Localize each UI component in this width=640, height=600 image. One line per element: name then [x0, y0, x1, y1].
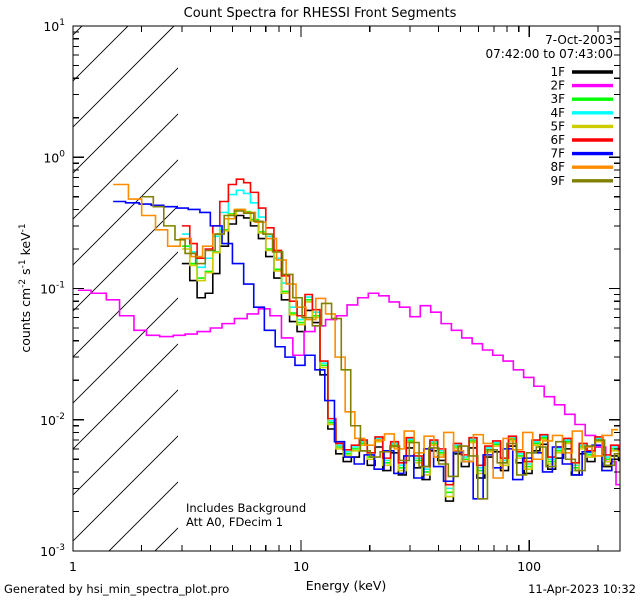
- x-axis-label: Energy (keV): [306, 578, 387, 593]
- x-tick-label: 100: [517, 559, 541, 574]
- y-tick-label: 10-1: [40, 281, 65, 297]
- y-tick-label: 10-3: [40, 543, 65, 559]
- excluded-region-hatching: [73, 26, 178, 551]
- series-line-4f: [181, 189, 620, 490]
- x-tick-label: 10: [293, 559, 309, 574]
- spectra-series-group: [77, 178, 620, 502]
- hatch-stripe: [73, 251, 178, 358]
- hatch-stripe: [73, 435, 178, 542]
- ylabel-part-5: -1: [18, 223, 28, 232]
- y-axis-label-text: counts cm-2 s-1 keV-1: [18, 223, 33, 352]
- hatch-stripe: [73, 67, 178, 174]
- axis-ticks: [72, 25, 620, 552]
- ylabel-part-2: s: [18, 268, 33, 279]
- series-line-6f: [181, 178, 620, 486]
- annotation-attenuator: Att A0, FDecim 1: [186, 515, 283, 529]
- legend-label-5f[interactable]: 5F: [550, 119, 565, 133]
- legend: 7-Oct-2003 07:42:00 to 07:43:00 1F2F3F4F…: [486, 33, 613, 188]
- observation-time-range: 07:42:00 to 07:43:00: [486, 47, 613, 61]
- y-tick-label: 100: [43, 149, 65, 165]
- legend-label-2f[interactable]: 2F: [550, 79, 565, 93]
- plot-annotation: Includes Background Att A0, FDecim 1: [186, 501, 306, 529]
- generated-timestamp: 11-Apr-2023 10:32: [528, 582, 636, 596]
- hatch-stripe: [73, 205, 178, 312]
- legend-label-3f[interactable]: 3F: [550, 92, 565, 106]
- axis-tick-labels: 1 10 100 101 100 10-1 10-2 10-3: [40, 18, 541, 574]
- page-title: Count Spectra for RHESSI Front Segments: [184, 6, 457, 21]
- ylabel-part-0: counts cm: [18, 288, 33, 353]
- series-line-7f: [113, 200, 618, 500]
- series-line-1f: [181, 214, 620, 502]
- observation-date: 7-Oct-2003: [545, 33, 613, 47]
- ylabel-part-1: -2: [18, 279, 28, 288]
- legend-label-1f[interactable]: 1F: [550, 65, 565, 79]
- y-tick-label: 101: [43, 18, 65, 34]
- x-tick-label: 1: [69, 559, 77, 574]
- legend-label-4f[interactable]: 4F: [550, 106, 565, 120]
- legend-label-7f[interactable]: 7F: [550, 147, 565, 161]
- series-line-2f: [77, 289, 620, 486]
- y-axis-label: counts cm-2 s-1 keV-1: [18, 223, 33, 352]
- ylabel-part-3: -1: [18, 259, 28, 268]
- ylabel-part-4: keV: [18, 232, 33, 259]
- series-line-3f: [181, 208, 620, 494]
- generated-by-label: Generated by hsi_min_spectra_plot.pro: [4, 582, 229, 596]
- legend-label-9f[interactable]: 9F: [550, 174, 565, 188]
- hatch-stripe: [73, 389, 178, 496]
- series-line-9f: [141, 195, 620, 500]
- legend-label-6f[interactable]: 6F: [550, 133, 565, 147]
- legend-label-8f[interactable]: 8F: [550, 160, 565, 174]
- annotation-includes-background: Includes Background: [186, 501, 306, 515]
- hatch-stripe: [73, 26, 175, 128]
- y-tick-label: 10-2: [40, 412, 65, 428]
